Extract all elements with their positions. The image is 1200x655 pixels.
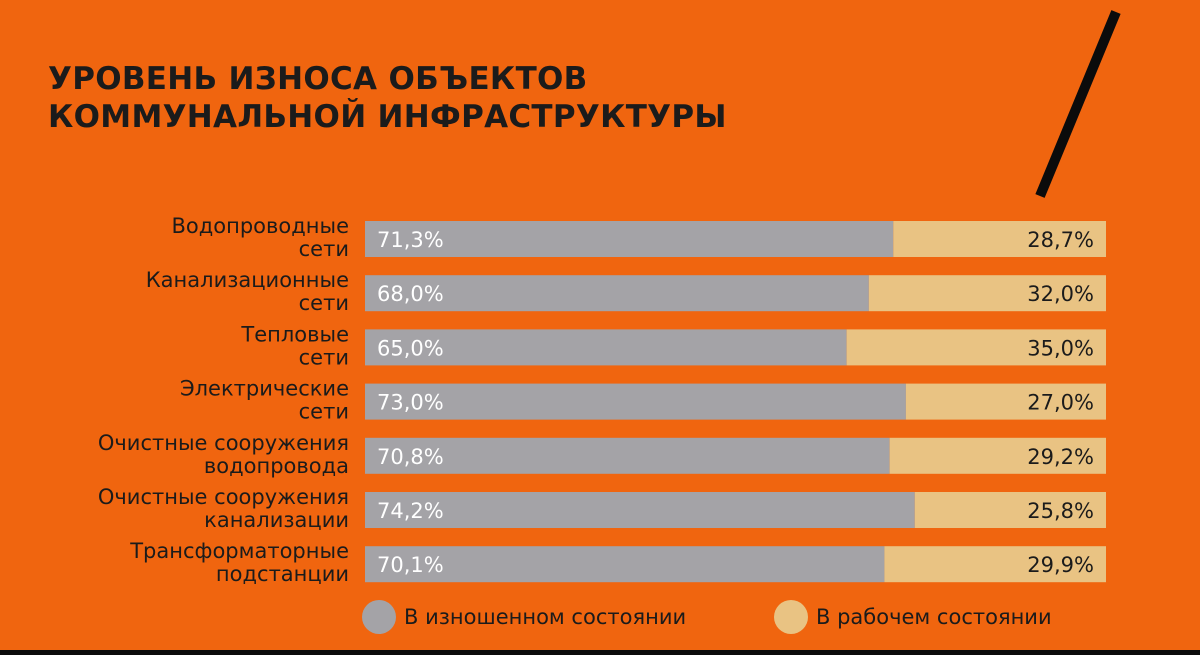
bar-segment-worn — [365, 437, 890, 474]
bar-segment-working — [905, 383, 1106, 420]
category-label-line-1: Канализационные — [146, 268, 349, 292]
data-label-worn: 71,3% — [377, 228, 444, 252]
data-label-working: 28,7% — [1027, 228, 1094, 252]
category-label-line-2: сети — [299, 237, 349, 261]
legend-swatch-working — [774, 600, 808, 634]
legend-label-working: В рабочем состоянии — [816, 605, 1052, 629]
bar-segment-worn — [365, 492, 915, 528]
category-label-line-1: Очистные сооружения — [98, 431, 349, 455]
category-label-line-1: Трансформаторные — [129, 539, 349, 563]
bar-segment-working — [846, 329, 1106, 366]
decorative-slash — [1035, 10, 1121, 198]
bottom-dark-band — [0, 650, 1200, 655]
bar-segment-working — [868, 275, 1106, 312]
bar-segment-worn — [365, 383, 906, 420]
category-label-line-1: Электрические — [180, 377, 349, 401]
data-label-worn: 73,0% — [377, 391, 444, 415]
category-label-line-1: Водопроводные — [171, 214, 349, 238]
bar-segment-worn — [365, 546, 885, 583]
category-label-line-1: Тепловые — [240, 322, 349, 346]
data-label-working: 27,0% — [1027, 391, 1094, 415]
category-label-line-2: канализации — [204, 508, 349, 532]
chart-title: УРОВЕНЬ ИЗНОСА ОБЪЕКТОВ КОММУНАЛЬНОЙ ИНФ… — [48, 60, 727, 136]
category-label-line-2: сети — [299, 400, 349, 424]
data-label-working: 25,8% — [1027, 499, 1094, 523]
category-label-line-2: подстанции — [216, 562, 349, 586]
data-label-worn: 68,0% — [377, 282, 444, 306]
bar-segment-working — [884, 546, 1106, 583]
chart-title-line-2: КОММУНАЛЬНОЙ ИНФРАСТРУКТУРЫ — [48, 99, 727, 135]
bar-segment-working — [914, 492, 1106, 528]
chart-title-line-1: УРОВЕНЬ ИЗНОСА ОБЪЕКТОВ — [48, 61, 588, 97]
category-label-line-2: сети — [299, 291, 349, 315]
data-label-working: 32,0% — [1027, 282, 1094, 306]
legend-label-worn: В изношенном состоянии — [404, 605, 687, 629]
category-label-line-2: сети — [299, 345, 349, 369]
bar-segment-worn — [365, 221, 894, 257]
data-label-worn: 70,1% — [377, 553, 444, 577]
bar-segment-worn — [365, 275, 869, 312]
bar-segment-working — [889, 437, 1106, 474]
category-label-line-1: Очистные сооружения — [98, 485, 349, 509]
bar-segment-worn — [365, 329, 847, 366]
data-label-worn: 74,2% — [377, 499, 444, 523]
legend-swatch-worn — [362, 600, 396, 634]
category-label-line-2: водопровода — [204, 454, 349, 478]
bar-segment-working — [893, 221, 1106, 257]
data-label-worn: 65,0% — [377, 336, 444, 360]
legend-item-working: В рабочем состоянии — [774, 600, 1052, 634]
data-label-working: 29,9% — [1027, 553, 1094, 577]
data-label-working: 29,2% — [1027, 445, 1094, 469]
data-label-worn: 70,8% — [377, 445, 444, 469]
data-label-working: 35,0% — [1027, 336, 1094, 360]
legend-item-worn: В изношенном состоянии — [362, 600, 686, 634]
